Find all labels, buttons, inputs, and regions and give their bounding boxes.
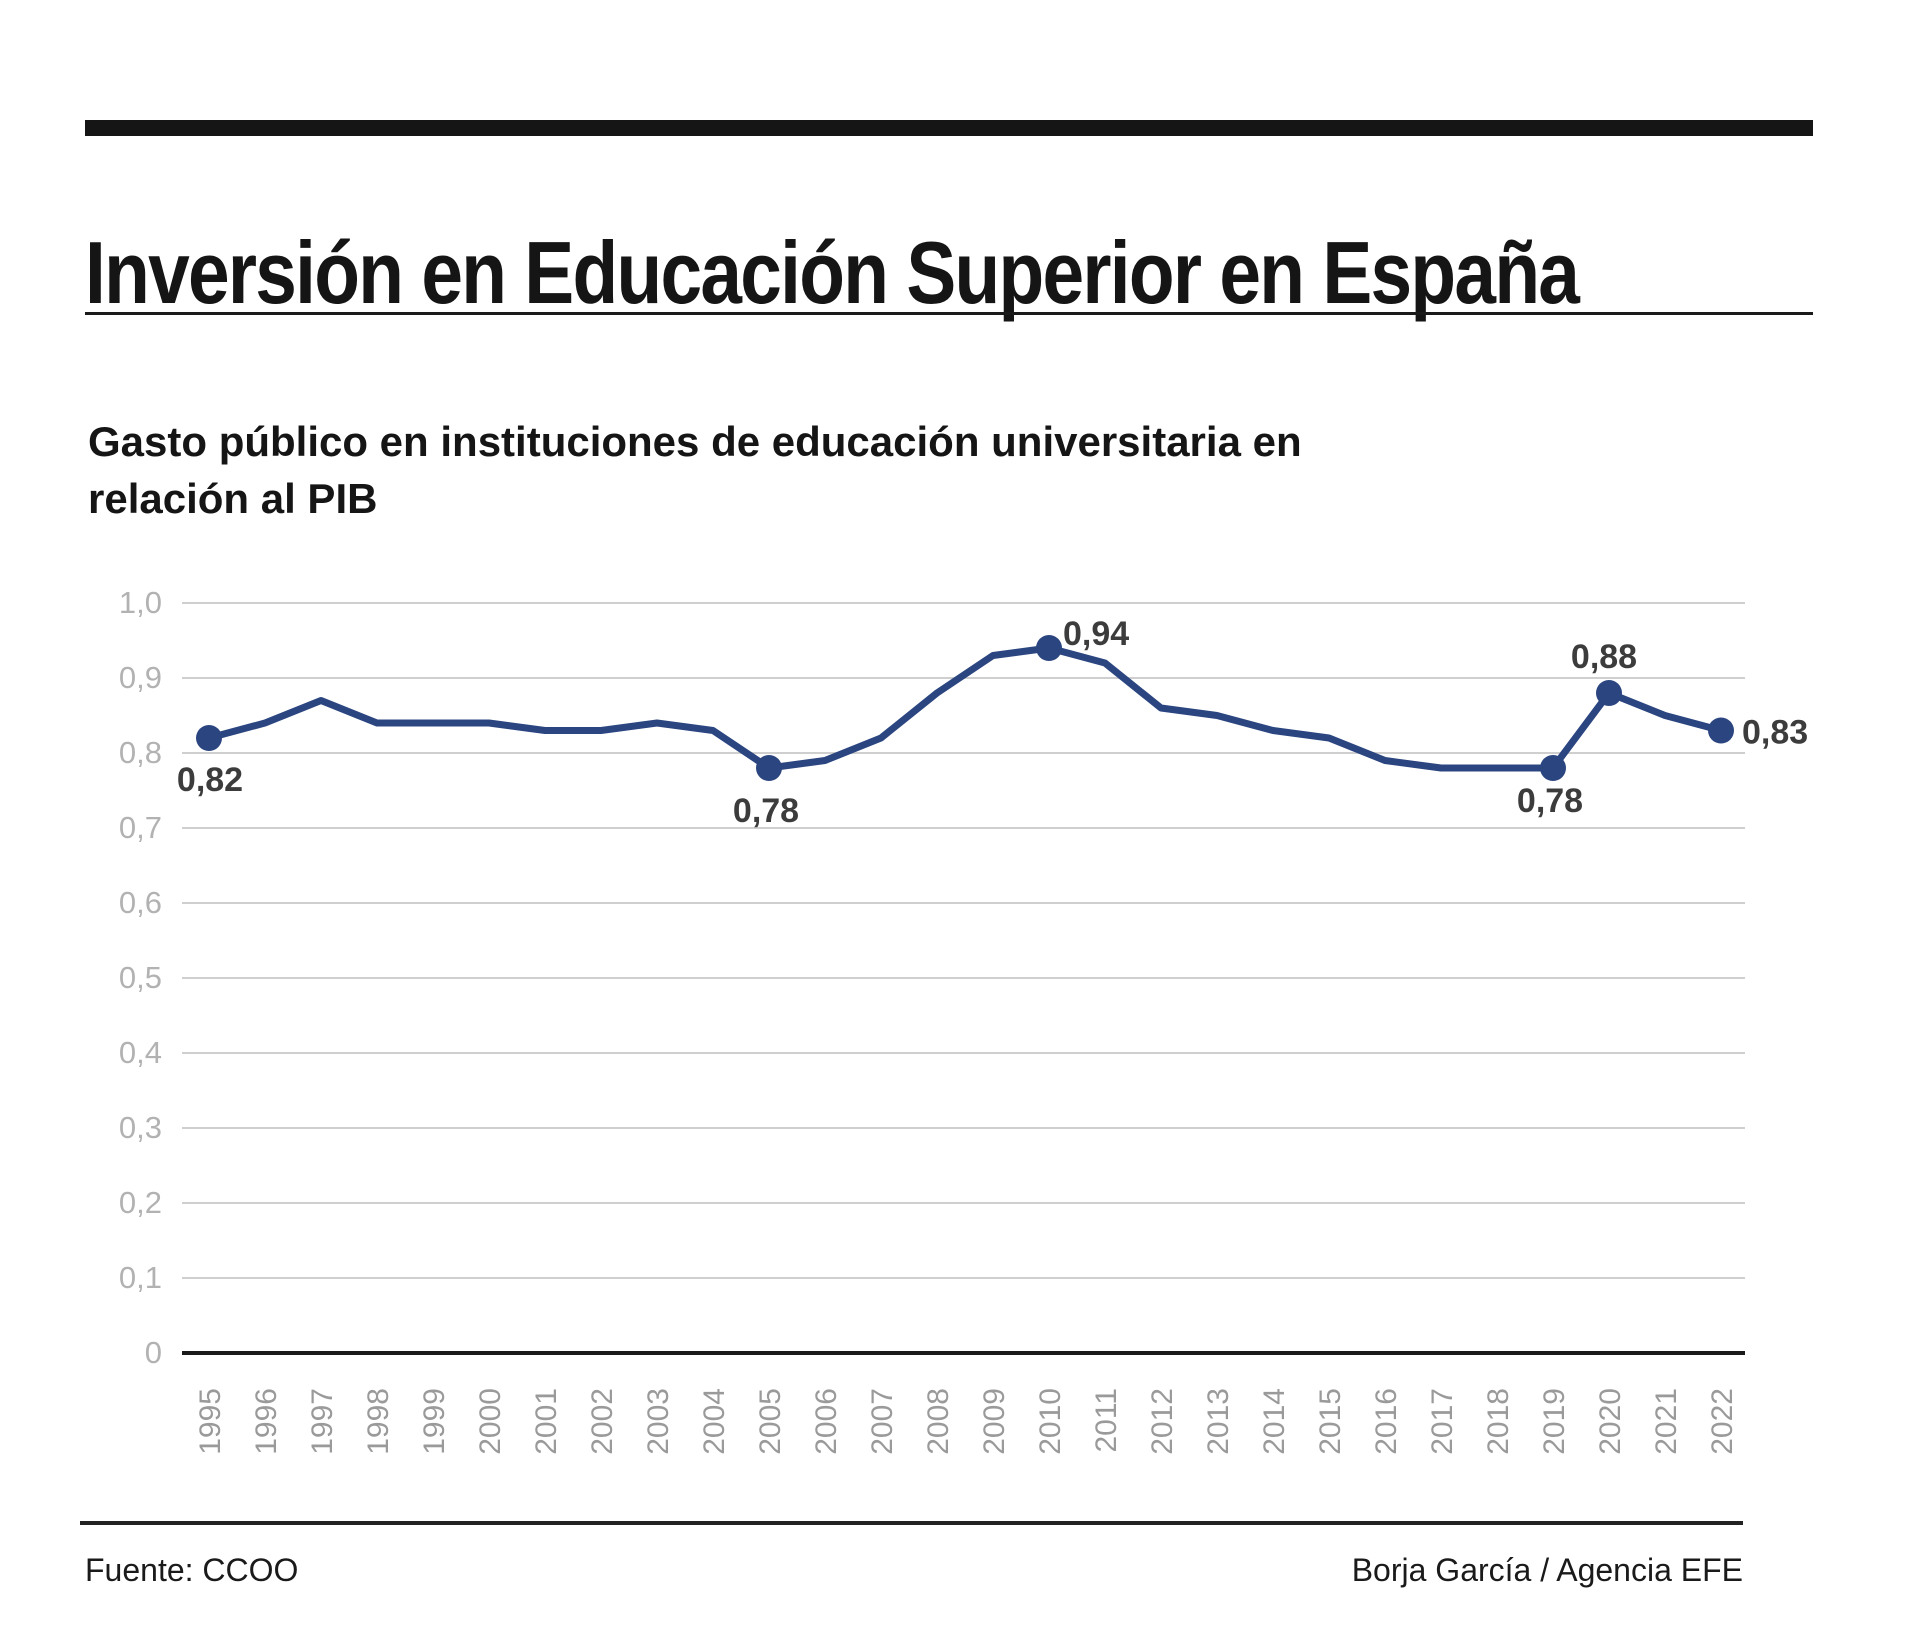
data-point-label: 0,78 xyxy=(1517,782,1583,820)
data-point-label: 0,88 xyxy=(1571,638,1637,676)
x-tick-label: 2012 xyxy=(1146,1388,1179,1455)
x-tick-label: 2011 xyxy=(1090,1388,1123,1453)
y-tick-label: 0,7 xyxy=(119,810,162,845)
x-tick-label: 2009 xyxy=(978,1388,1011,1455)
data-line xyxy=(205,644,1725,772)
data-point-2005 xyxy=(756,755,782,781)
source-text: Fuente: CCOO xyxy=(85,1552,299,1588)
chart-subtitle: Gasto público en instituciones de educac… xyxy=(88,417,1302,522)
data-point-label: 0,83 xyxy=(1742,714,1808,752)
x-tick-label: 1999 xyxy=(418,1388,451,1455)
y-tick-label: 0,8 xyxy=(119,735,162,770)
x-tick-label: 1995 xyxy=(194,1388,227,1455)
x-tick-label: 2006 xyxy=(810,1388,843,1455)
page-title: Inversión en Educación Superior en Españ… xyxy=(85,222,1580,322)
data-point-1995 xyxy=(196,725,222,751)
y-tick-label: 0,1 xyxy=(119,1260,162,1295)
x-tick-label: 2013 xyxy=(1202,1388,1235,1455)
data-point-label: 0,82 xyxy=(177,761,243,799)
data-point-label: 0,78 xyxy=(733,792,799,830)
x-tick-label: 2004 xyxy=(698,1388,731,1455)
title-divider xyxy=(85,312,1813,315)
x-tick-label: 1998 xyxy=(362,1388,395,1455)
x-tick-label: 2001 xyxy=(530,1388,563,1455)
x-tick-label: 2022 xyxy=(1706,1388,1739,1455)
x-tick-label: 2021 xyxy=(1650,1388,1683,1455)
credit-text: Borja García / Agencia EFE xyxy=(1351,1552,1743,1588)
x-tick-label: 2020 xyxy=(1594,1388,1627,1455)
x-tick-label: 2002 xyxy=(586,1388,619,1455)
x-tick-label: 2003 xyxy=(642,1388,675,1455)
footer-divider xyxy=(80,1521,1743,1525)
y-tick-label: 0,5 xyxy=(119,960,162,995)
x-tick-label: 2017 xyxy=(1426,1388,1459,1455)
y-tick-label: 1,0 xyxy=(119,585,162,620)
x-tick-label: 2015 xyxy=(1314,1388,1347,1455)
y-tick-label: 0,9 xyxy=(119,660,162,695)
x-tick-label: 2007 xyxy=(866,1388,899,1455)
x-tick-label: 1996 xyxy=(250,1388,283,1455)
y-tick-label: 0,2 xyxy=(119,1185,162,1220)
y-tick-label: 0 xyxy=(145,1335,162,1370)
x-tick-label: 1997 xyxy=(306,1388,339,1455)
y-tick-label: 0,6 xyxy=(119,885,162,920)
x-tick-label: 2010 xyxy=(1034,1388,1067,1455)
x-tick-label: 2005 xyxy=(754,1388,787,1455)
x-tick-label: 2014 xyxy=(1258,1388,1291,1455)
x-tick-label: 2019 xyxy=(1538,1388,1571,1455)
x-tick-label: 2000 xyxy=(474,1388,507,1455)
x-tick-label: 2008 xyxy=(922,1388,955,1455)
data-point-2020 xyxy=(1596,680,1622,706)
data-point-2019 xyxy=(1540,755,1566,781)
header-top-bar xyxy=(85,120,1813,136)
y-tick-label: 0,4 xyxy=(119,1035,162,1070)
y-tick-label: 0,3 xyxy=(119,1110,162,1145)
x-tick-label: 2016 xyxy=(1370,1388,1403,1455)
x-tick-label: 2018 xyxy=(1482,1388,1515,1455)
data-point-2022 xyxy=(1708,717,1734,744)
data-point-label: 0,94 xyxy=(1063,615,1129,653)
data-point-2010 xyxy=(1036,635,1062,661)
